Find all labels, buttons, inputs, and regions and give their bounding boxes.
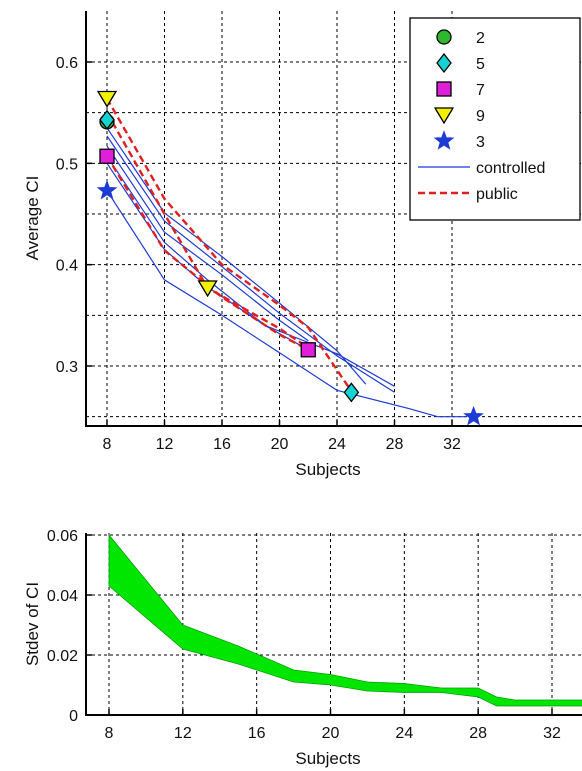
top-y-tick-label: 0.5 bbox=[56, 156, 78, 173]
stdev-band bbox=[108, 533, 582, 707]
marker-3 bbox=[463, 405, 484, 426]
legend-marker-3 bbox=[433, 130, 455, 150]
bottom-x-tick-label: 28 bbox=[469, 725, 487, 742]
top-x-tick-label: 32 bbox=[443, 436, 461, 453]
marker-3 bbox=[96, 179, 118, 200]
marker-9 bbox=[96, 90, 118, 108]
marker-5 bbox=[99, 109, 115, 130]
top-x-tick-label: 16 bbox=[213, 436, 231, 453]
legend-box bbox=[409, 17, 581, 221]
bottom-y-tick-label: 0.02 bbox=[47, 648, 78, 665]
bottom-x-tick-label: 24 bbox=[395, 725, 413, 742]
top-x-tick-label: 12 bbox=[156, 436, 174, 453]
legend-marker-7 bbox=[436, 81, 452, 97]
top-axes bbox=[85, 11, 582, 427]
top-ticks: 8 12 16 20 24 28 32 0.3 0.4 0.5 0.6 bbox=[56, 55, 461, 453]
line-controlled bbox=[106, 190, 467, 418]
top-chart: 8 12 16 20 24 28 320.30.40.50.6 Subjects Avera… bbox=[23, 11, 582, 479]
bottom-x-tick-label: 8 bbox=[105, 725, 114, 742]
line-public bbox=[105, 97, 353, 392]
top-y-tick-label: 0.6 bbox=[56, 55, 78, 72]
bottom-x-tick-label: 16 bbox=[248, 725, 266, 742]
bottom-x-tick-label: 20 bbox=[322, 725, 340, 742]
top-markers bbox=[96, 90, 484, 426]
marker-9 bbox=[197, 280, 218, 298]
legend-label: public bbox=[476, 186, 518, 203]
legend: 2 5 7 9 3 controlled public bbox=[409, 17, 581, 221]
legend-label: controlled bbox=[476, 160, 545, 177]
top-x-axis-label: Subjects bbox=[295, 460, 360, 479]
marker-5 bbox=[343, 382, 360, 403]
bottom-y-tick-label: 0 bbox=[69, 708, 78, 725]
bottom-x-tick-label: 12 bbox=[174, 725, 192, 742]
top-x-tick-label: 24 bbox=[328, 436, 346, 453]
legend-marker-5 bbox=[436, 52, 452, 74]
legend-marker-2 bbox=[436, 29, 452, 45]
legend-label: 2 bbox=[476, 30, 485, 47]
legend-label: 3 bbox=[476, 134, 485, 151]
bottom-series bbox=[108, 533, 582, 707]
top-x-tick-label: 28 bbox=[386, 436, 404, 453]
marker-7 bbox=[99, 148, 115, 164]
top-y-tick-label: 0.3 bbox=[56, 359, 78, 376]
top-y-tick-label: 0.4 bbox=[56, 258, 78, 275]
top-x-tick-label: 8 bbox=[103, 436, 112, 453]
bottom-y-axis-label: Stdev of CI bbox=[23, 582, 42, 666]
legend-label: 7 bbox=[476, 82, 485, 99]
bottom-x-axis-label: Subjects bbox=[295, 749, 360, 768]
legend-label: 5 bbox=[476, 56, 485, 73]
top-y-axis-label: Average CI bbox=[23, 176, 42, 261]
bottom-chart: 8 12 16 20 24 28 32 0 0.02 0.04 0.06 Subjects Stde… bbox=[23, 528, 582, 768]
legend-marker-9 bbox=[433, 107, 455, 125]
top-x-tick-label: 20 bbox=[271, 436, 289, 453]
line-controlled bbox=[106, 145, 309, 342]
bottom-x-tick-label: 32 bbox=[543, 725, 561, 742]
line-controlled bbox=[106, 155, 309, 351]
bottom-y-tick-label: 0.04 bbox=[47, 588, 78, 605]
legend-label: 9 bbox=[476, 108, 485, 125]
line-controlled bbox=[106, 135, 395, 393]
bottom-ticks: 8 12 16 20 24 28 32 0 0.02 0.04 0.06 bbox=[47, 528, 561, 742]
bottom-y-tick-label: 0.06 bbox=[47, 528, 78, 545]
marker-7 bbox=[300, 342, 316, 358]
